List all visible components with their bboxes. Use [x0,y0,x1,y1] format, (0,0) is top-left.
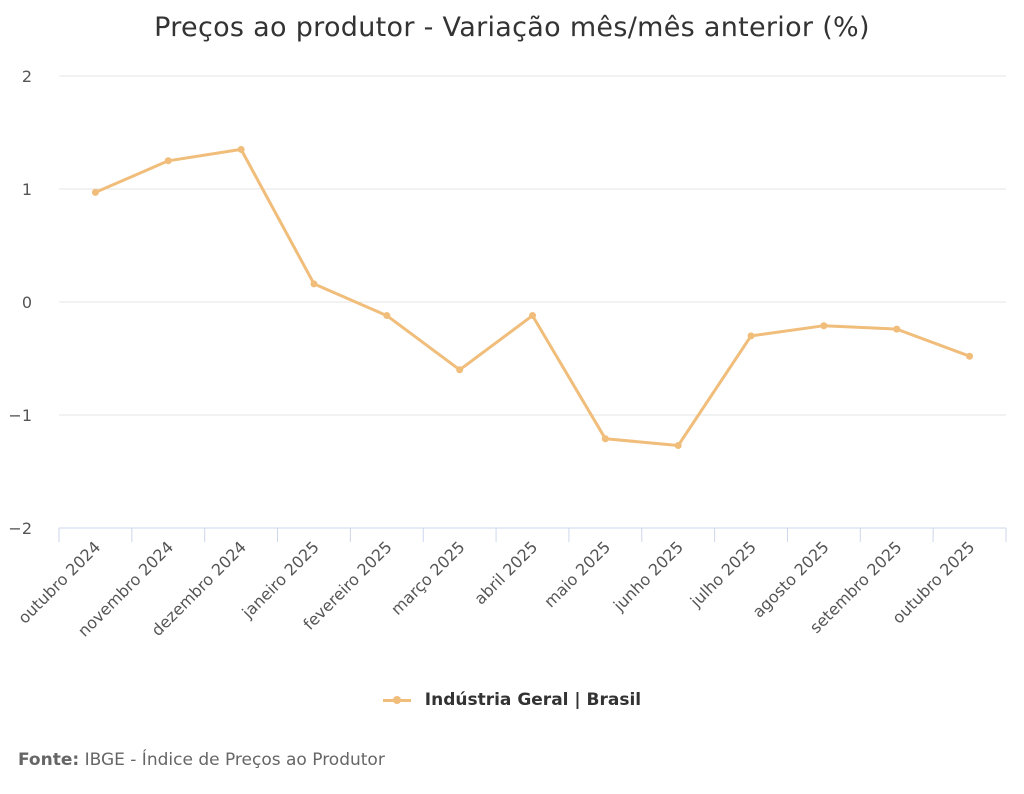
series-layer [91,145,974,450]
source-note: Fonte: IBGE - Índice de Preços ao Produt… [18,750,385,770]
data-point [310,280,318,288]
data-point [893,325,901,333]
x-tick-label: maio 2025 [540,537,614,611]
data-point [456,366,464,374]
data-point [383,312,391,320]
y-axis-labels: 2 1 0 −1 −2 [8,67,32,538]
data-point [601,435,609,443]
x-tick-label: junho 2025 [609,537,687,615]
y-tick-label: 2 [22,67,32,86]
data-point [91,188,99,196]
data-point [820,322,828,330]
data-point [529,312,536,320]
legend[interactable]: Indústria Geral | Brasil [0,690,1024,710]
y-tick-label: 1 [22,180,32,199]
grid-lines [59,75,1006,416]
y-tick-label: −2 [8,519,32,538]
data-point [164,157,172,165]
y-tick-label: −1 [8,406,32,425]
data-point [747,332,755,340]
legend-label: Indústria Geral | Brasil [424,690,642,710]
data-point [237,145,245,153]
chart-title: Preços ao produtor - Variação mês/mês an… [154,12,870,43]
source-label: Fonte: [18,750,80,770]
data-point [674,442,682,450]
data-point [966,352,974,360]
source-text: IBGE - Índice de Preços ao Produtor [84,750,385,770]
y-tick-label: 0 [22,293,32,312]
legend-swatch-icon [382,694,411,706]
series-line [93,147,972,447]
x-tick-label: julho 2025 [686,537,760,611]
x-tick-label: março 2025 [387,537,468,618]
x-tick-label: abril 2025 [470,537,541,608]
